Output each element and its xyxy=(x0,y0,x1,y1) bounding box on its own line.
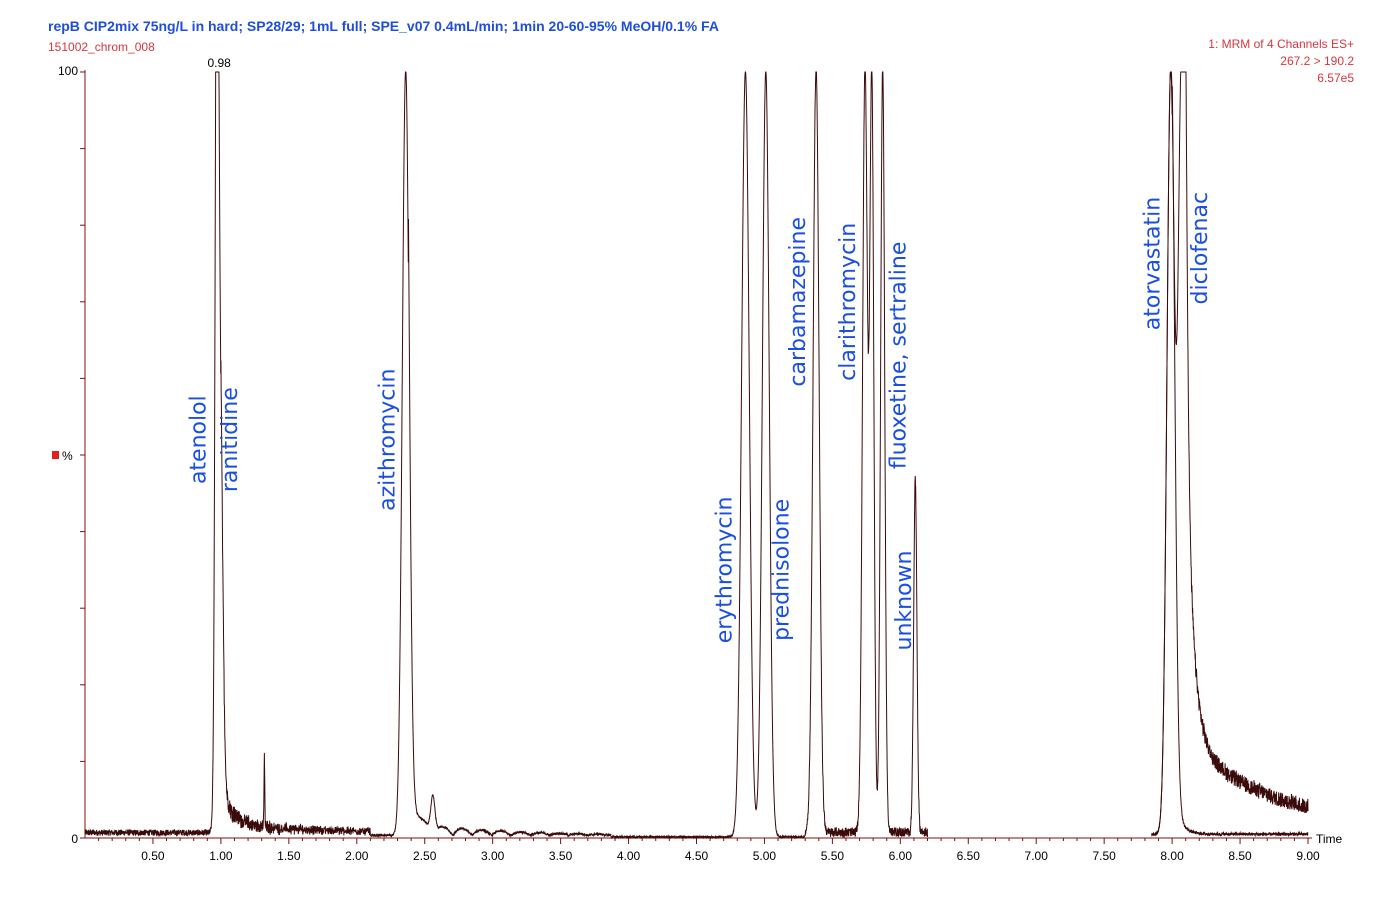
x-tick-label: 8.00 xyxy=(1160,849,1184,863)
x-tick-label: 1.50 xyxy=(277,849,301,863)
x-tick-label: 3.00 xyxy=(481,849,505,863)
x-tick-label: 0.50 xyxy=(141,849,165,863)
info-line-3: 6.57e5 xyxy=(1317,71,1354,85)
traces xyxy=(84,71,1309,840)
axes: 0.50 1.00 1.50 2.00 2.50 3.00 3.50 4.00 4.50 5.00… xyxy=(80,70,1320,863)
x-tick-label: 7.50 xyxy=(1092,849,1116,863)
x-tick-label: 1.00 xyxy=(209,849,233,863)
x-tick-label: 3.50 xyxy=(549,849,573,863)
trace-segment-3 xyxy=(610,71,929,840)
peak-rt-label: 0.98 xyxy=(207,56,231,70)
y-axis-label: % xyxy=(62,449,73,463)
annotation-azithromycin: azithromycin xyxy=(376,369,401,511)
annotation-prednisolone: prednisolone xyxy=(770,499,795,641)
x-tick-label: 5.00 xyxy=(753,849,777,863)
annotations: atenolol ranitidine azithromycin erythromyc… xyxy=(187,192,1213,651)
y-tick-100: 100 xyxy=(58,64,78,78)
x-tick-label: 4.50 xyxy=(685,849,709,863)
x-tick-label: 2.00 xyxy=(345,849,369,863)
trace-segment-2 xyxy=(369,71,612,839)
chart-subtitle: 151002_chrom_008 xyxy=(48,40,155,54)
info-line-1: 1: MRM of 4 Channels ES+ xyxy=(1208,37,1354,51)
annotation-atorvastatin: atorvastatin xyxy=(1141,197,1166,330)
annotation-carbamazepine: carbamazepine xyxy=(786,217,811,387)
annotation-clarithromycin: clarithromycin xyxy=(836,223,861,381)
annotation-erythromycin: erythromycin xyxy=(713,497,738,644)
annotation-diclofenac: diclofenac xyxy=(1188,192,1213,305)
annotation-ranitidine: ranitidine xyxy=(218,387,243,492)
x-tick-label: 4.00 xyxy=(617,849,641,863)
x-tick-label: 8.50 xyxy=(1228,849,1252,863)
y-tick-0: 0 xyxy=(71,832,78,846)
trace-segment-1 xyxy=(84,71,371,838)
trace-segment-5 xyxy=(1151,71,1309,838)
x-tick-label: 6.00 xyxy=(889,849,913,863)
annotation-fluoxetine-sertraline: fluoxetine, sertraline xyxy=(887,242,912,470)
x-tick-label: 7.00 xyxy=(1025,849,1049,863)
x-tick-label: 5.50 xyxy=(821,849,845,863)
x-axis-label: Time xyxy=(1316,832,1343,846)
x-tick-label: 2.50 xyxy=(413,849,437,863)
trace-segment-4 xyxy=(1151,71,1309,836)
info-line-2: 267.2 > 190.2 xyxy=(1280,54,1354,68)
annotation-unknown: unknown xyxy=(892,551,917,651)
x-tick-label: 9.00 xyxy=(1296,849,1320,863)
x-tick-label: 6.50 xyxy=(957,849,981,863)
chart-title: repB CIP2mix 75ng/L in hard; SP28/29; 1m… xyxy=(48,18,719,34)
y-axis-marker-icon xyxy=(52,451,59,459)
annotation-atenolol: atenolol xyxy=(187,395,212,484)
